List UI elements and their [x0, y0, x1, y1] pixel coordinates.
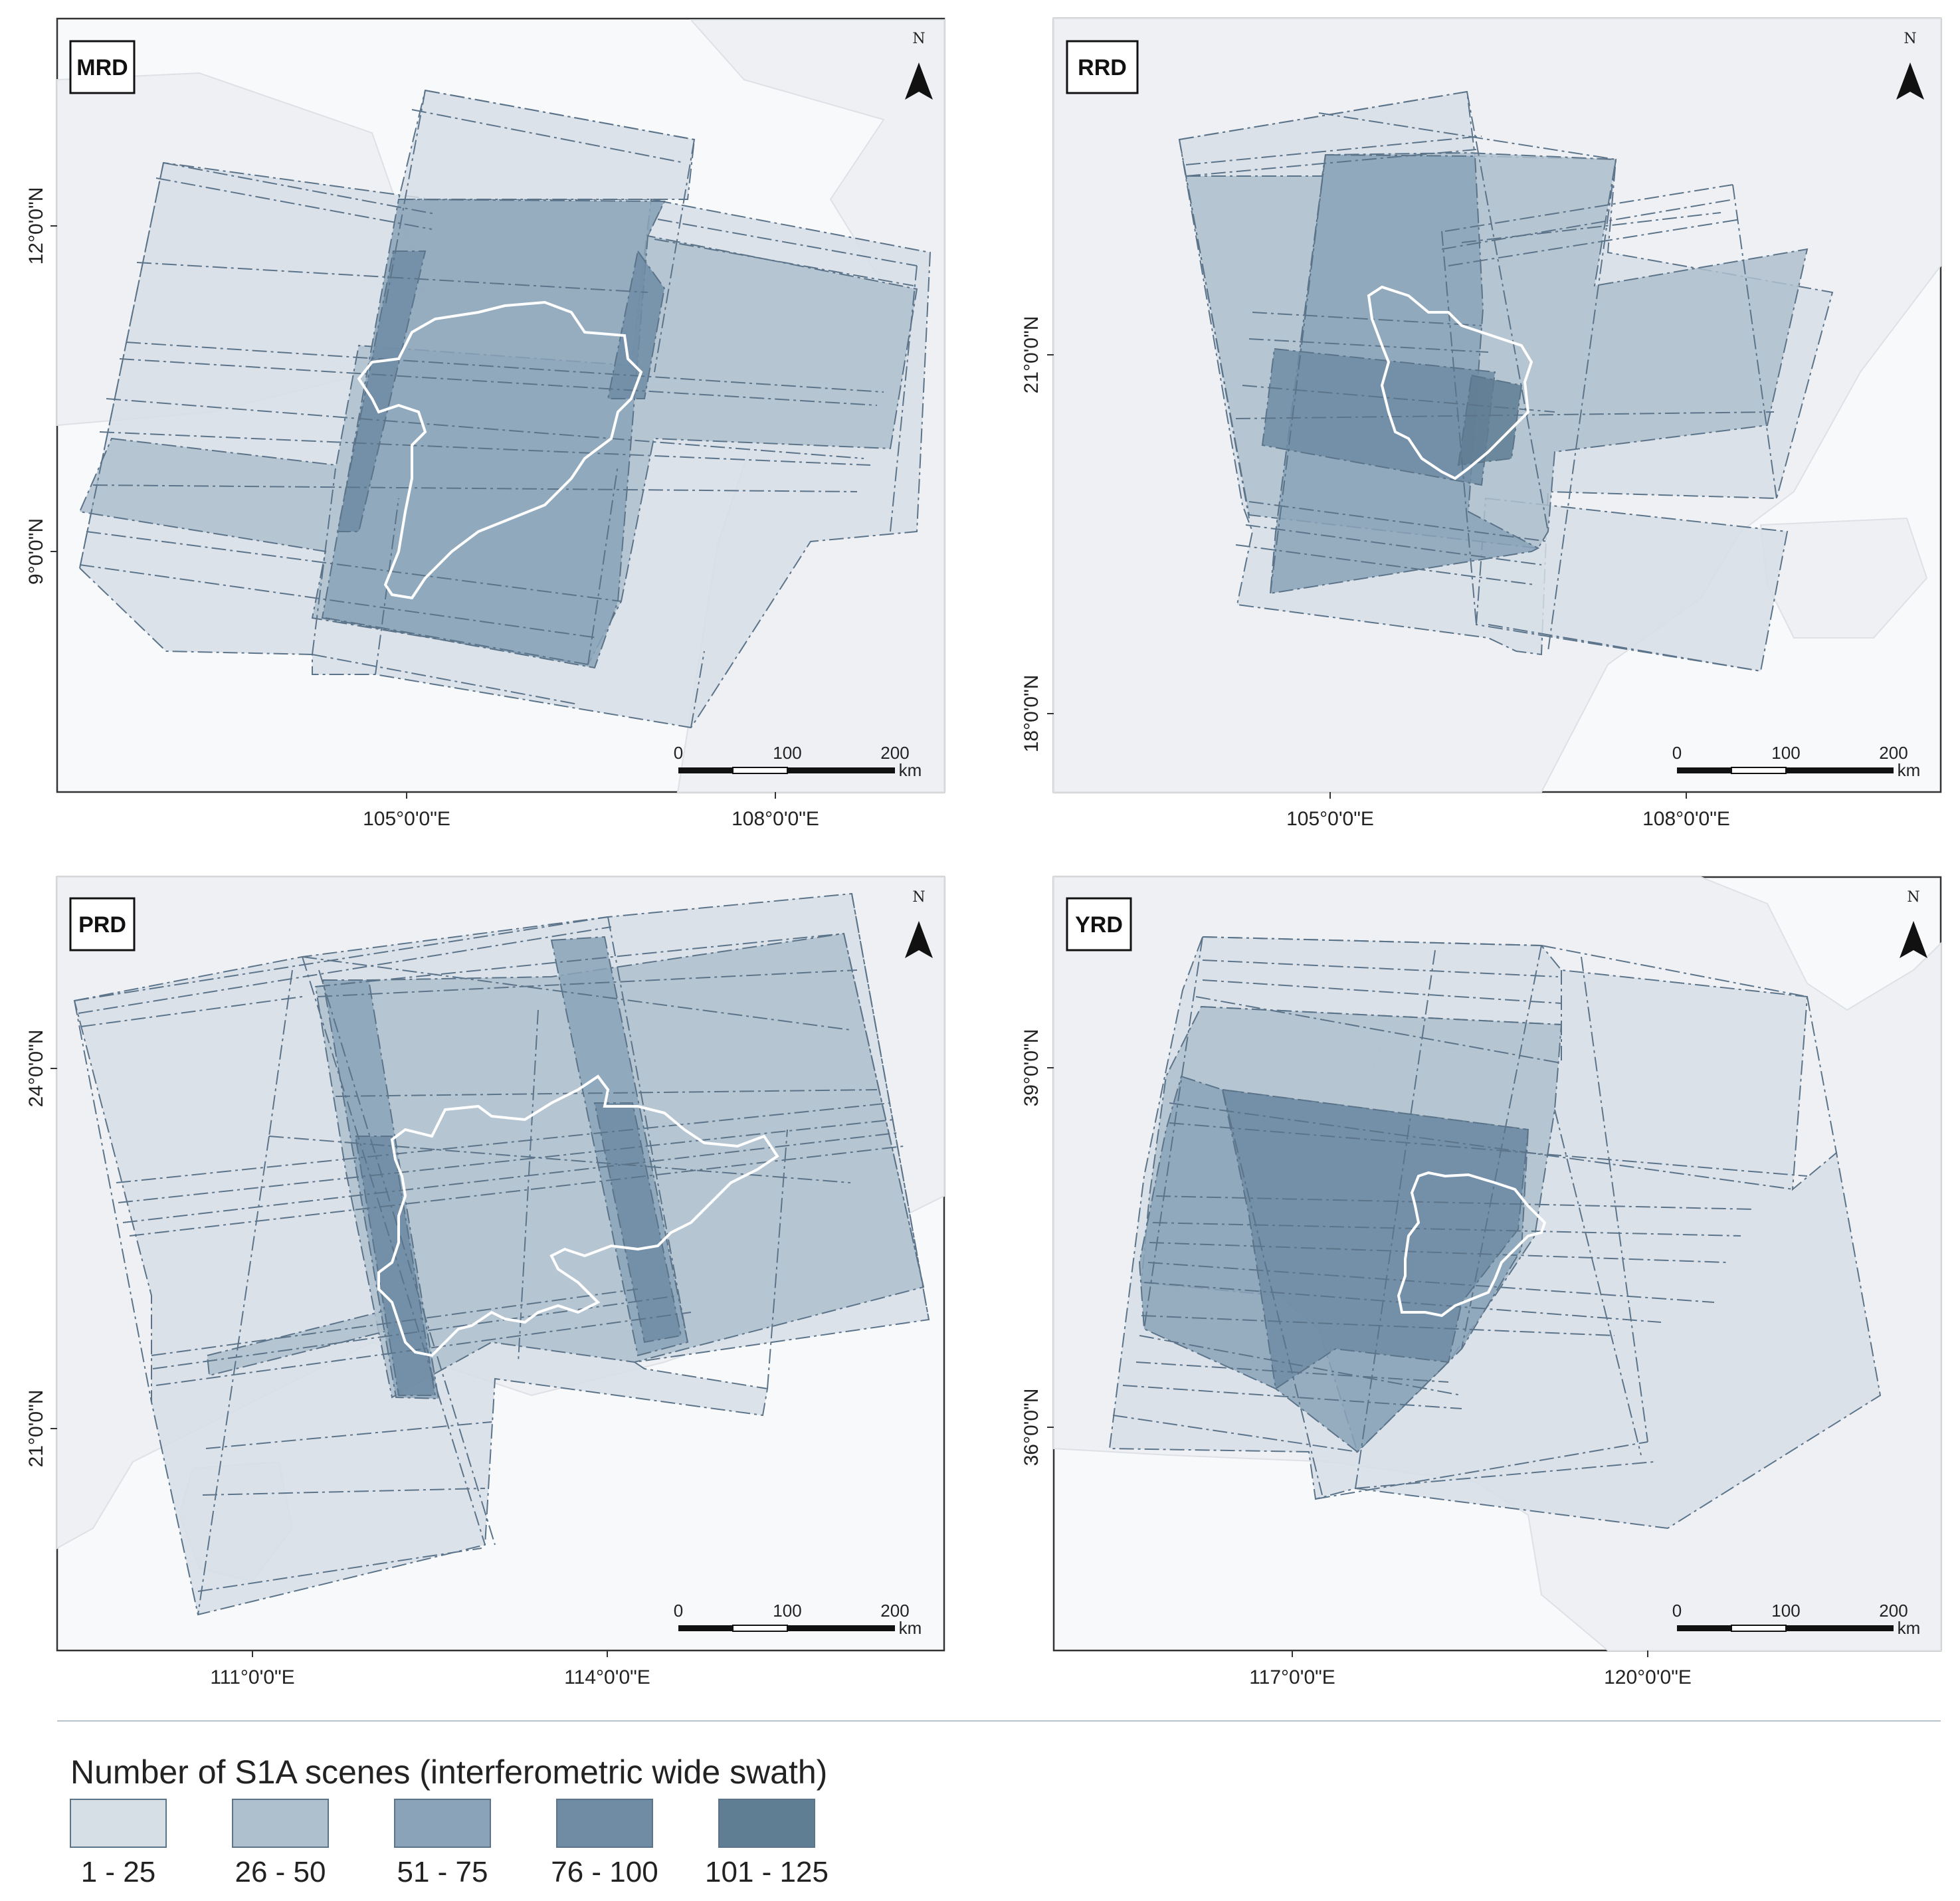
swath-footprint — [1221, 1088, 1529, 1390]
swath-edges — [79, 90, 918, 728]
swath-footprint — [1457, 374, 1523, 466]
svg-text:200: 200 — [880, 1601, 909, 1621]
north-arrow-icon — [905, 62, 933, 100]
svg-text:km: km — [899, 1618, 922, 1638]
panel-label: RRD — [1078, 55, 1127, 80]
delta-outline — [1367, 285, 1533, 480]
lon-tick-label: 108°0'0"E — [1642, 808, 1730, 830]
delta-outline — [357, 300, 643, 600]
panel-label-box — [1066, 897, 1132, 951]
svg-text:200: 200 — [1879, 1601, 1908, 1621]
svg-text:100: 100 — [1771, 743, 1800, 763]
legend-label: 1 - 25 — [81, 1856, 156, 1888]
scale-bar: 0 100 200 km — [674, 743, 922, 780]
lon-tick-label: 105°0'0"E — [1286, 808, 1374, 830]
legend-label: 51 - 75 — [397, 1856, 488, 1888]
legend-swatch — [394, 1799, 491, 1848]
svg-text:0: 0 — [1672, 1601, 1682, 1621]
north-label: N — [1904, 31, 1916, 47]
svg-text:0: 0 — [674, 743, 683, 763]
lat-tick-label: 24°0'0"N — [25, 1030, 47, 1108]
scale-bar: 0 100 200 km — [1672, 1601, 1921, 1638]
lat-tick-label: 12°0'0"N — [25, 187, 47, 265]
swath-footprints — [1178, 90, 1834, 672]
map-panel-mrd: MRD N 0 100 200 km 105°0'0"E 108°0'0"E 1… — [25, 17, 945, 830]
lon-tick-label: 105°0'0"E — [363, 808, 450, 830]
legend-swatch — [556, 1799, 653, 1848]
delta-outline — [1397, 1171, 1547, 1318]
swath-footprints — [73, 892, 930, 1616]
north-arrow-icon — [905, 921, 933, 958]
legend: Number of S1A scenes (interferometric wi… — [70, 1753, 829, 1888]
legend-label: 101 - 125 — [705, 1856, 829, 1888]
lat-tick-label: 39°0'0"N — [1021, 1029, 1042, 1107]
lon-tick-label: 111°0'0"E — [210, 1666, 294, 1688]
panel-label: PRD — [78, 912, 126, 938]
panel-label: YRD — [1075, 912, 1123, 938]
swath-footprint — [336, 250, 427, 532]
svg-text:0: 0 — [1672, 743, 1682, 763]
legend-title: Number of S1A scenes (interferometric wi… — [70, 1753, 827, 1791]
swath-footprint — [607, 249, 666, 399]
map-panel-rrd: RRD N 0 100 200 km 105°0'0"E 108°0'0"E 2… — [1021, 17, 1942, 830]
north-label: N — [912, 31, 925, 47]
panel-label: MRD — [76, 55, 128, 80]
lon-tick-label: 120°0'0"E — [1604, 1666, 1692, 1688]
legend-swatch — [70, 1799, 167, 1848]
swath-footprint — [354, 1136, 437, 1396]
map-panel-yrd: YRD N 0 100 200 km 117°0'0"E 120°0'0"E 3… — [1021, 876, 1942, 1688]
lon-tick-label: 114°0'0"E — [564, 1666, 650, 1688]
swath-footprint — [593, 1102, 682, 1344]
svg-text:km: km — [1898, 1618, 1921, 1638]
legend-label: 26 - 50 — [235, 1856, 326, 1888]
svg-text:200: 200 — [880, 743, 909, 763]
legend-label: 76 - 100 — [551, 1856, 658, 1888]
swath-edges — [1179, 91, 1777, 672]
lat-tick-label: 18°0'0"N — [1021, 675, 1042, 753]
svg-text:100: 100 — [773, 743, 801, 763]
north-label: N — [912, 889, 925, 906]
lon-tick-label: 108°0'0"E — [732, 808, 819, 830]
panel-label-box — [1066, 40, 1139, 94]
swath-footprints — [1108, 936, 1882, 1530]
svg-text:200: 200 — [1879, 743, 1908, 763]
svg-text:km: km — [1898, 760, 1921, 780]
north-arrow-icon — [1896, 62, 1924, 100]
swath-footprint — [1261, 348, 1496, 486]
legend-swatch — [718, 1799, 815, 1848]
swath-edges — [74, 893, 930, 1615]
lat-tick-label: 21°0'0"N — [25, 1390, 47, 1468]
lon-tick-label: 117°0'0"E — [1249, 1666, 1335, 1688]
panel-label-box — [69, 40, 136, 94]
map-panel-prd: PRD N 0 100 200 km 111°0'0"E 114°0'0"E 2… — [25, 876, 945, 1688]
lat-tick-label: 9°0'0"N — [25, 518, 47, 585]
swath-footprints — [78, 89, 931, 729]
svg-text:0: 0 — [674, 1601, 683, 1621]
swath-footprint — [1475, 497, 1789, 672]
scale-bar: 0 100 200 km — [1672, 743, 1921, 780]
svg-text:100: 100 — [1771, 1601, 1800, 1621]
svg-text:km: km — [899, 760, 922, 780]
north-label: N — [1907, 889, 1919, 906]
lat-tick-label: 21°0'0"N — [1021, 316, 1042, 394]
panel-label-box — [69, 897, 136, 951]
swath-edges — [1112, 936, 1837, 1500]
svg-text:100: 100 — [773, 1601, 801, 1621]
legend-swatch — [232, 1799, 329, 1848]
delta-outline — [377, 1074, 779, 1357]
scale-bar: 0 100 200 km — [674, 1601, 922, 1638]
north-arrow-icon — [1900, 921, 1927, 958]
lat-tick-label: 36°0'0"N — [1021, 1389, 1042, 1466]
